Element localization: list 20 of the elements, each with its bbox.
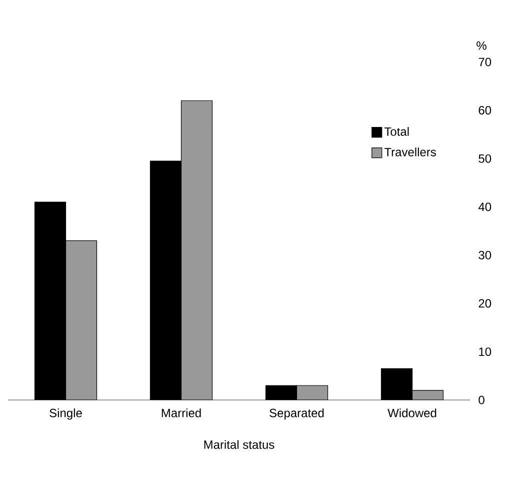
y-axis-title: % — [476, 41, 486, 50]
y-tick-label: 10 — [479, 347, 492, 356]
y-tick-label: 0 — [478, 396, 484, 404]
x-tick-label: Single — [50, 408, 82, 420]
x-tick-label: Married — [162, 408, 201, 418]
bar — [412, 390, 444, 400]
legend-label: Travellers — [384, 148, 436, 156]
bar — [296, 386, 328, 400]
bar — [181, 100, 212, 400]
legend-label: Total — [384, 127, 409, 136]
y-tick-label: 50 — [478, 154, 492, 163]
y-tick-label: 70 — [478, 58, 492, 66]
bar — [66, 240, 97, 400]
y-tick-label: 20 — [478, 299, 492, 308]
y-tick-label: 40 — [478, 202, 492, 212]
x-tick-label: Widowed — [388, 408, 436, 418]
x-tick-label: Separated — [270, 408, 324, 420]
y-tick-label: 30 — [478, 250, 492, 260]
x-axis-title: Marital status — [204, 440, 274, 449]
y-tick-label: 60 — [478, 106, 492, 115]
